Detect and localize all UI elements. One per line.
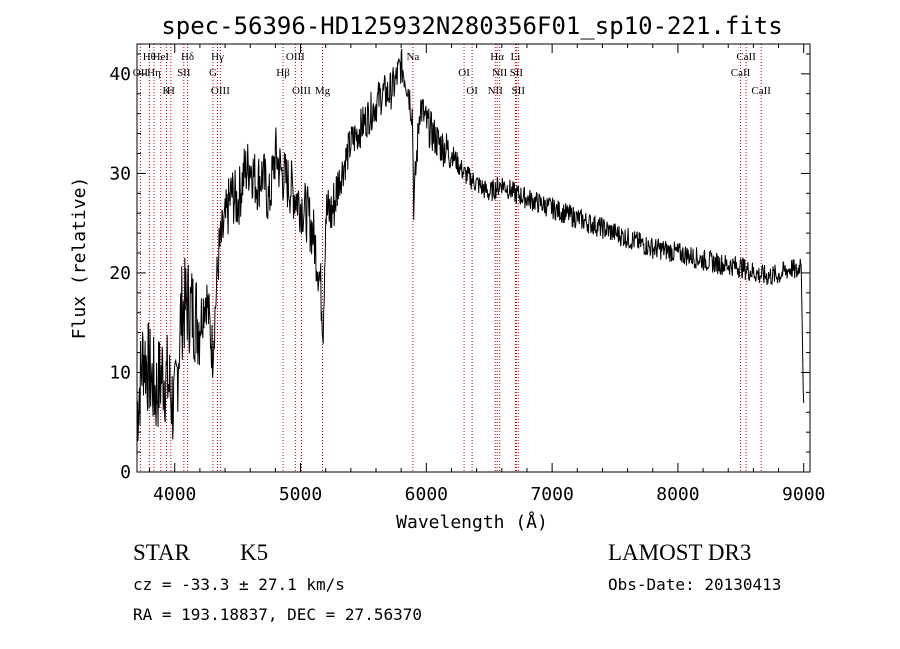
y-tick-label: 30 — [109, 163, 131, 184]
spectral-line-label: CaII — [751, 85, 771, 97]
y-tick-label: 40 — [109, 64, 131, 85]
x-tick-label: 7000 — [530, 484, 573, 505]
x-tick-label: 4000 — [153, 484, 196, 505]
spectral-line-markers — [139, 44, 762, 472]
spectral-line-label: CaII — [736, 51, 756, 63]
spectral-line-label: Hα — [490, 51, 504, 63]
survey-name: LAMOST DR3 — [608, 540, 751, 565]
observation-date: Obs-Date: 20130413 — [608, 575, 781, 594]
spectral-line-label: OII — [133, 67, 149, 79]
x-axis-label: Wavelength (Å) — [396, 511, 548, 533]
spectral-line-label: Hη — [147, 67, 161, 79]
spectral-line-label: Hθ — [143, 51, 156, 63]
spectral-line-label: Hγ — [211, 51, 224, 63]
coordinates: RA = 193.18837, DEC = 27.56370 — [133, 605, 422, 624]
spectral-line-label: SII — [177, 67, 191, 79]
spectral-line-label: OI — [466, 85, 478, 97]
spectrum-series-line — [136, 48, 805, 442]
y-axis: 0 10 20 30 40 — [109, 53, 810, 483]
x-tick-label: 8000 — [656, 484, 699, 505]
spectral-line-label: NII — [488, 85, 504, 97]
spectral-line-labels: HθOIIKHeIHηHHδSIIOIIIHγGOIIIOIIIHβMgNaOI… — [133, 51, 772, 97]
spectral-line-label: Li — [510, 51, 520, 63]
spectral-line-label: OIII — [286, 51, 305, 63]
spectral-line-label: Hβ — [276, 67, 290, 79]
spectral-line-label: H — [167, 85, 175, 97]
plot-frame — [136, 43, 811, 473]
redshift-velocity: cz = -33.3 ± 27.1 km/s — [133, 575, 345, 594]
y-tick-label: 20 — [109, 263, 131, 284]
spectral-line-label: Mg — [315, 85, 331, 97]
spectral-line-label: SII — [510, 67, 524, 79]
spectral-line-label: Na — [406, 51, 419, 63]
spectral-line-label: SII — [512, 85, 526, 97]
spectral-line-label: OIII — [211, 85, 230, 97]
spectral-line-label: OI — [458, 67, 470, 79]
spectral-line-label: CaII — [731, 67, 751, 79]
spectral-line-label: Hδ — [181, 51, 194, 63]
spectral-line-label: NII — [492, 67, 508, 79]
spectral-line-label: K — [162, 85, 170, 97]
object-class: STAR — [133, 540, 191, 565]
y-tick-label: 10 — [109, 362, 131, 383]
x-tick-label: 9000 — [782, 484, 825, 505]
object-subclass: K5 — [240, 540, 268, 565]
spectral-line-label: G — [209, 67, 217, 79]
chart-title: spec-56396-HD125932N280356F01_sp10-221.f… — [161, 12, 782, 40]
spectral-line-label: HeI — [153, 51, 170, 63]
x-axis: 4000 5000 6000 7000 8000 9000 — [149, 44, 825, 505]
x-tick-label: 5000 — [279, 484, 322, 505]
x-tick-label: 6000 — [405, 484, 448, 505]
y-tick-label: 0 — [120, 462, 131, 483]
spectral-line-label: OIII — [292, 85, 311, 97]
y-axis-label: Flux (relative) — [69, 177, 90, 340]
